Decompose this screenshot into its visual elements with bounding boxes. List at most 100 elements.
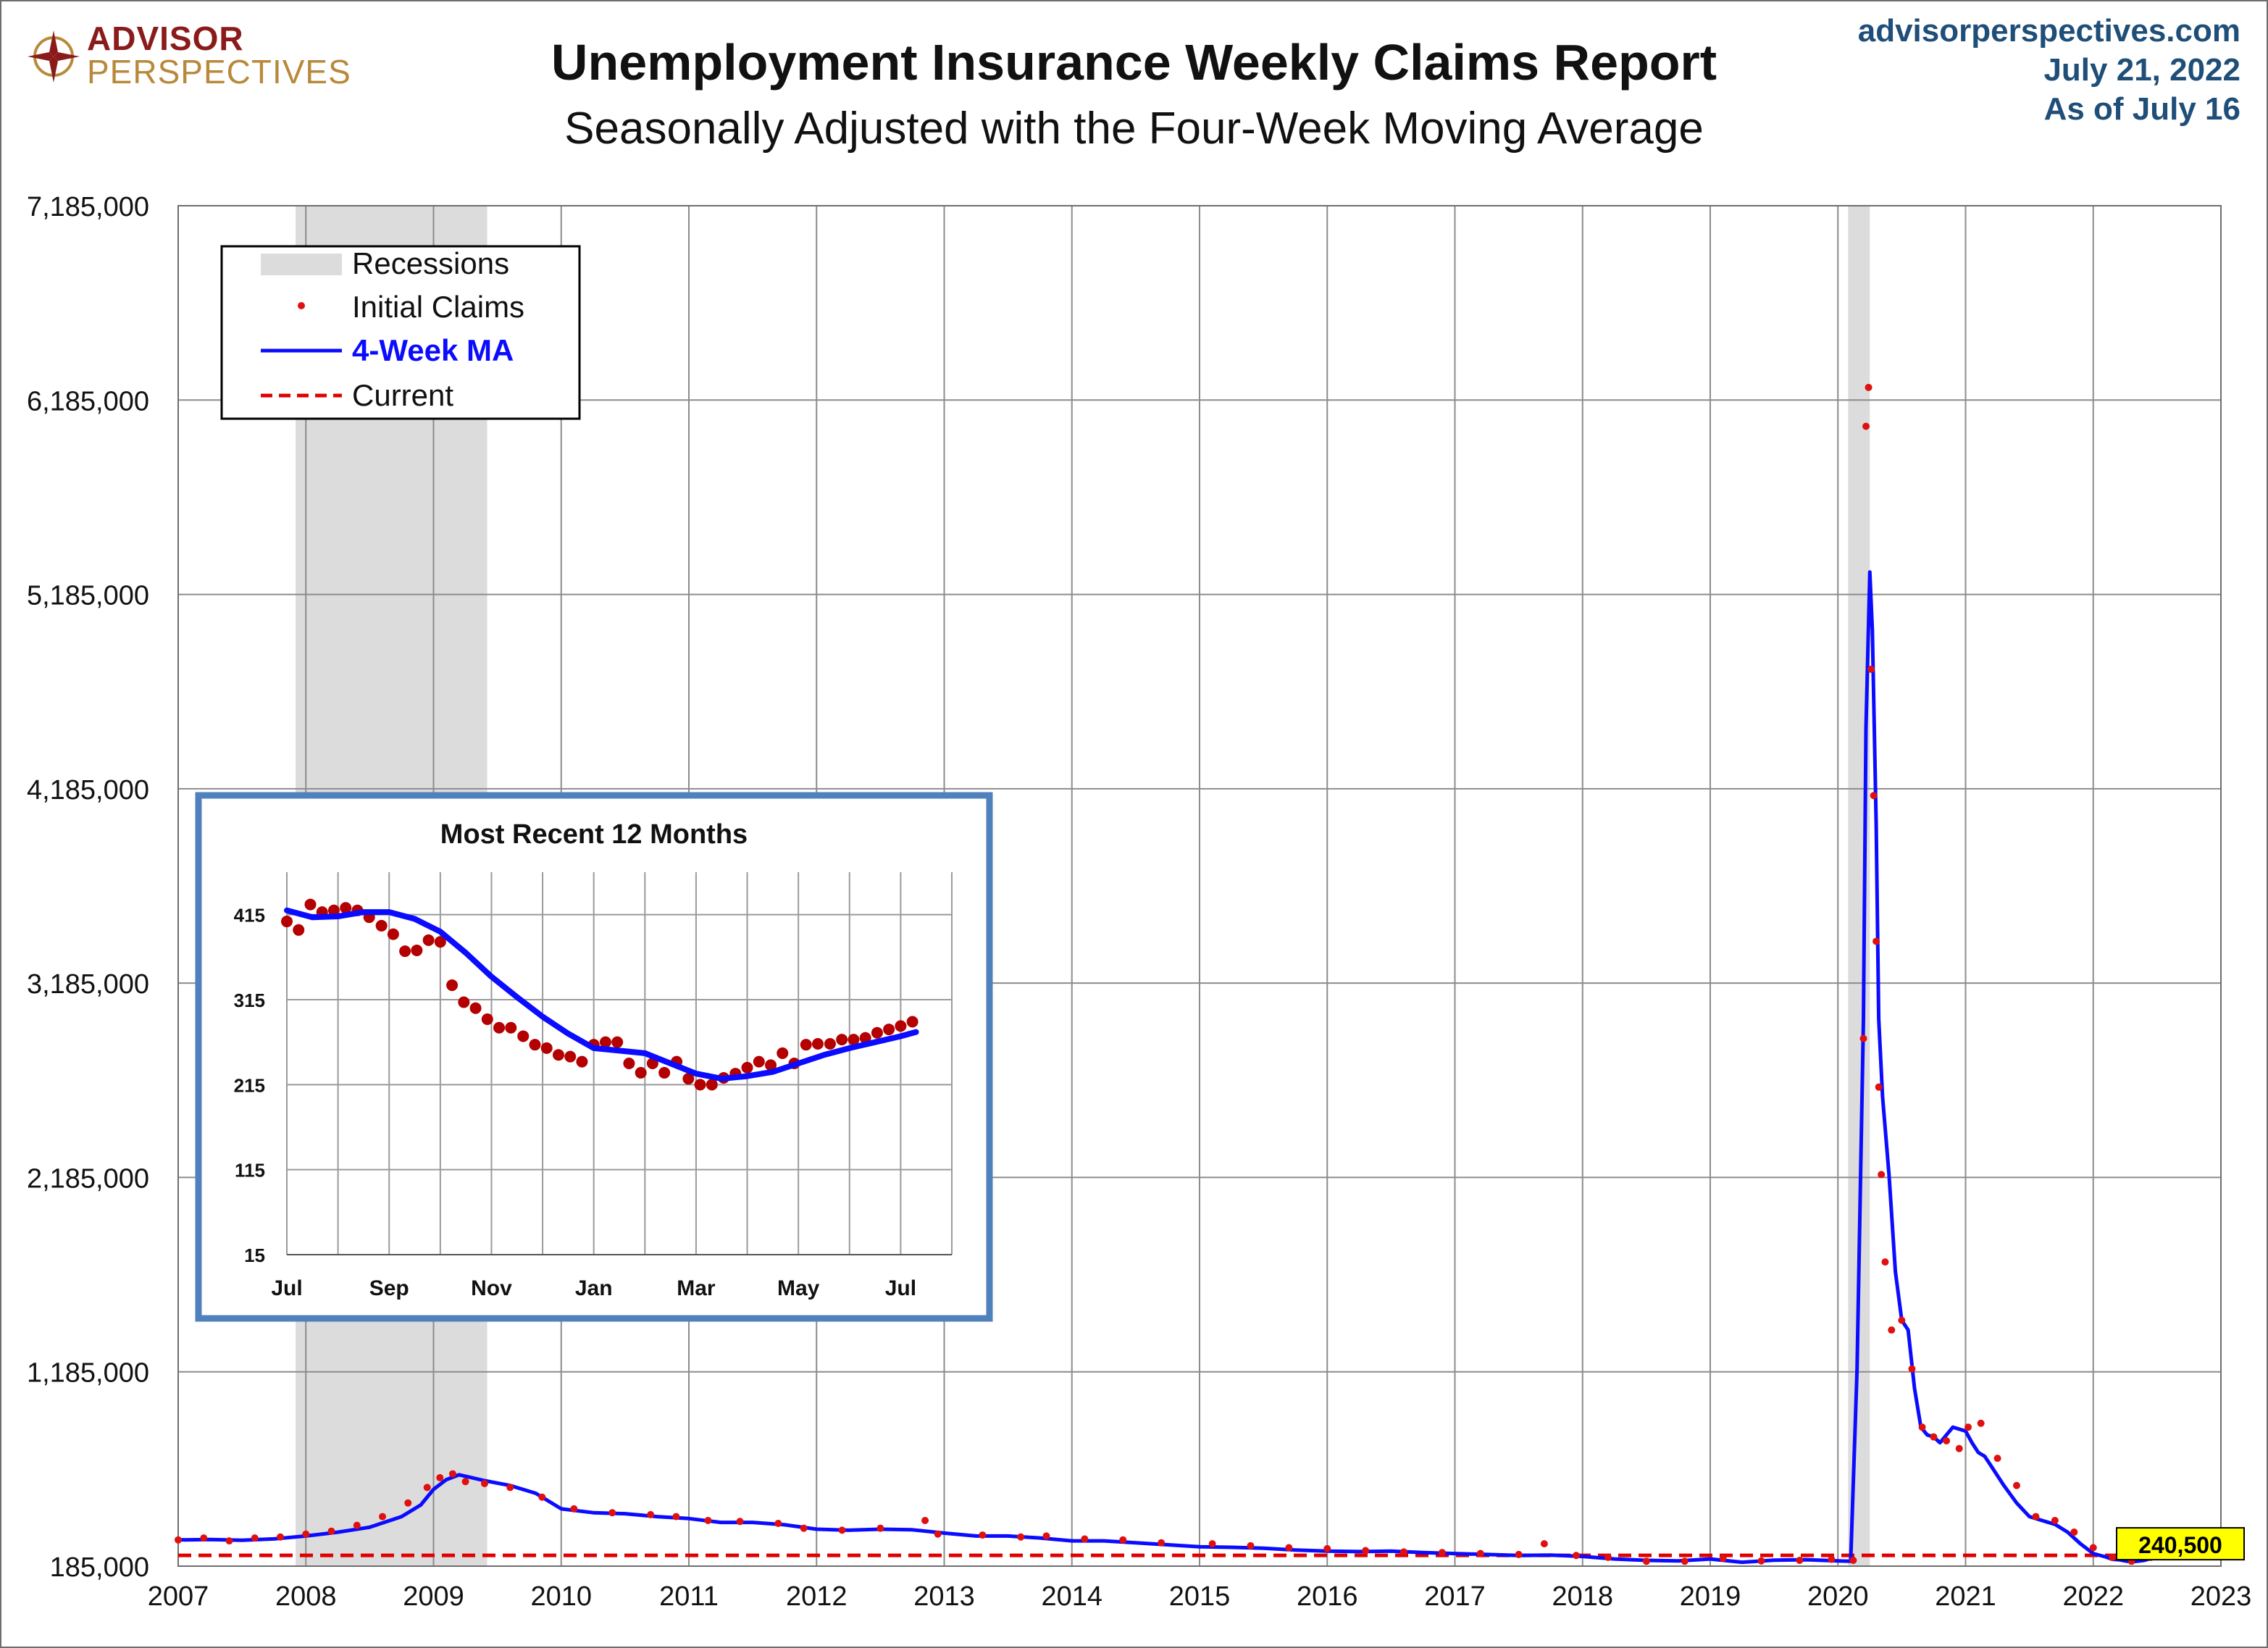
claims-point [1323,1544,1331,1552]
chart-title: Unemployment Insurance Weekly Claims Rep… [551,34,1717,91]
inset-claims-point [293,924,305,936]
x-tick-label: 2007 [148,1581,209,1612]
inset-x-tick-label: Sep [369,1276,409,1300]
claims-point [2013,1481,2020,1489]
inset-ma-line [284,907,919,1082]
inset-claims-point [434,936,446,948]
y-tick-label: 1,185,000 [27,1358,149,1389]
inset-x-tick-label: Jul [271,1276,302,1300]
x-tick-label: 2022 [2062,1581,2124,1612]
claims-point [175,1536,182,1544]
claims-point [1438,1549,1446,1557]
inset-claims-point [552,1049,564,1061]
claims-point [448,1470,456,1478]
claims-point [1875,1083,1883,1091]
x-tick-label: 2015 [1169,1581,1231,1612]
claims-point [2051,1516,2059,1524]
inset-claims-point [387,928,399,940]
claims-point [461,1478,469,1486]
x-tick-label: 2020 [1807,1581,1869,1612]
claims-point [647,1510,655,1518]
claims-point [2089,1544,2097,1552]
legend-recessions-label: Recessions [352,246,509,280]
inset-claims-point [871,1026,883,1039]
claims-point [876,1524,884,1532]
claims-point [1859,1034,1867,1042]
inset-x-tick-label: Nov [471,1276,512,1300]
claims-point [1642,1557,1650,1565]
inset-claims-point [635,1066,647,1079]
claims-point [1540,1540,1548,1548]
claims-point [353,1521,361,1529]
as-of-date: As of July 16 [2043,91,2240,127]
claims-point [277,1533,284,1541]
claims-point [1119,1536,1127,1544]
claims-point [1865,383,1872,391]
claims-point [1918,1423,1926,1431]
inset-y-tick-label: 215 [234,1074,265,1096]
y-tick-label: 3,185,000 [27,969,149,1000]
claims-point [1888,1326,1896,1334]
y-tick-label: 6,185,000 [27,386,149,417]
claims-point [704,1516,712,1524]
claims-point [1862,422,1870,430]
inset-x-tick-label: Mar [677,1276,716,1300]
claims-point [1247,1542,1255,1549]
claims-point [1993,1455,2001,1463]
y-tick-label: 185,000 [50,1552,149,1583]
x-tick-label: 2019 [1680,1581,1741,1612]
claims-point [1515,1550,1523,1558]
inset-y-tick-label: 315 [234,990,265,1011]
legend-claims-swatch [298,302,305,309]
y-tick-label: 2,185,000 [27,1163,149,1194]
inset-claims-point [540,1042,553,1054]
inset-claims-point [883,1024,895,1036]
inset-y-tick-label: 15 [244,1245,265,1266]
claims-point [1572,1552,1580,1560]
claims-point [1964,1423,1972,1431]
inset-claims-point [481,1013,493,1025]
x-tick-label: 2013 [913,1581,975,1612]
claims-point [200,1534,208,1542]
inset-claims-point [611,1036,624,1048]
inset-claims-point [741,1061,753,1074]
claims-point [1017,1533,1025,1541]
claims-point [1158,1539,1166,1547]
legend: Recessions Initial Claims 4-Week MA Current [220,245,581,420]
claims-point [1872,937,1880,945]
x-tick-label: 2018 [1552,1581,1613,1612]
inset-claims-point [765,1059,777,1071]
inset-chart: Most Recent 12 Months 15 115 215 315 415 Jul Se… [195,792,993,1322]
inset-claims-point [623,1058,635,1069]
inset-claims-point [340,902,352,914]
legend-claims-label: Initial Claims [352,290,524,324]
claims-point [672,1513,680,1521]
claims-point [302,1530,310,1538]
claims-point [1898,1316,1906,1324]
current-value-text: 240,500 [2138,1532,2222,1558]
compass-icon [28,30,80,83]
inset-claims-point [422,934,435,946]
chart-subtitle: Seasonally Adjusted with the Four-Week M… [564,104,1704,154]
inset-title: Most Recent 12 Months [440,819,748,850]
claims-point [379,1513,386,1521]
x-tick-label: 2023 [2190,1581,2252,1612]
inset-claims-point [895,1020,907,1032]
inset-claims-point [777,1047,789,1059]
inset-claims-point [375,919,388,932]
claims-point [1955,1444,1963,1452]
inset-claims-point [682,1073,695,1085]
legend-current-label: Current [352,378,453,412]
claims-point [2032,1513,2040,1521]
inset-claims-point [327,904,340,916]
inset-claims-point [505,1021,517,1034]
inset-claims-point [599,1036,611,1048]
x-tick-label: 2008 [275,1581,337,1612]
claims-point [1796,1556,1804,1564]
claims-point [1849,1556,1857,1564]
x-tick-label: 2011 [659,1581,719,1612]
claims-point [570,1505,578,1513]
inset-x-tick-label: May [777,1276,820,1300]
inset-claims-point [493,1021,506,1034]
